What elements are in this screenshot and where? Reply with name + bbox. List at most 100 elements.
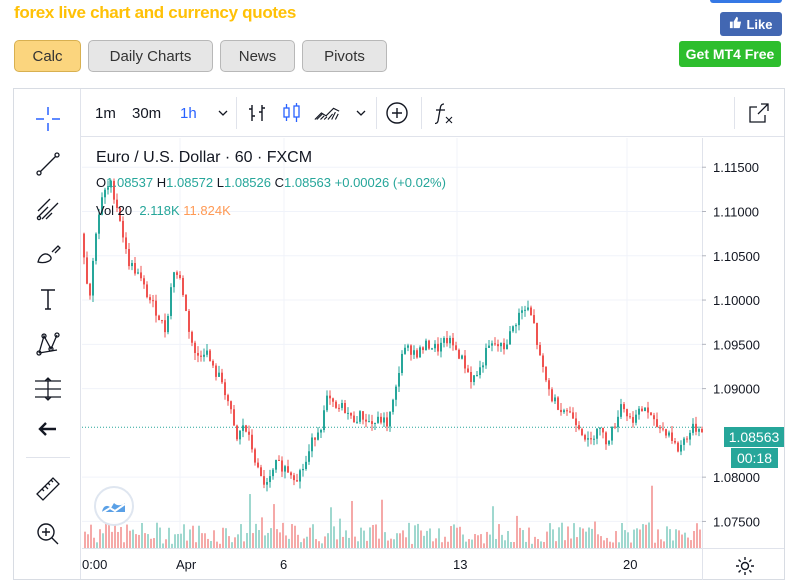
candle-body [299,470,301,482]
volume-bar [630,542,632,548]
tab-daily-charts[interactable]: Daily Charts [88,40,213,72]
volume-bar [117,531,119,548]
volume-bar [567,526,569,548]
volume-bar [573,523,575,548]
volume-bar [174,534,176,548]
volume-bar [369,527,371,548]
volume-bar [396,533,398,548]
volume-bar [486,531,488,548]
candle-body [176,272,178,275]
ruler-icon[interactable] [30,474,66,504]
volume-bar [645,524,647,548]
volume-bar [96,542,98,548]
volume-bar [180,533,182,548]
candle-body [641,408,643,412]
candle-body [695,423,697,432]
volume-bar [177,533,179,548]
volume-bar [372,524,374,548]
candle-body [677,442,679,452]
candle-body [296,480,298,482]
candle-body [650,412,652,416]
candlestick-icon[interactable] [278,99,306,127]
candle-body [593,438,595,440]
area-chart-icon[interactable] [313,99,341,127]
volume-bar [246,533,248,548]
volume-bar [639,529,641,548]
volume-bar [342,536,344,548]
candle-body [638,408,640,415]
candle-body [554,397,556,402]
get-mt4-button[interactable]: Get MT4 Free [679,41,781,67]
volume-bar [507,531,509,548]
volume-bar [417,523,419,548]
facebook-like-button[interactable]: Like [720,12,782,36]
bar-chart-icon[interactable] [243,99,271,127]
candle-body [449,337,451,344]
pattern-icon[interactable] [30,329,66,359]
volume-bar [555,541,557,548]
trend-line-icon[interactable] [30,149,66,179]
candle-body [503,342,505,350]
volume-bar [330,507,332,548]
chevron-down-icon[interactable] [347,99,375,127]
candle-body [359,411,361,422]
volume-bar [102,533,104,548]
volume-label: Vol 20 [96,203,133,218]
candle-body [257,462,259,468]
candle-body [509,331,511,345]
volume-bar [291,524,293,548]
tab-calc[interactable]: Calc [14,40,81,72]
timeframe-30m[interactable]: 30m [132,105,162,122]
add-circle-icon[interactable] [383,99,411,127]
candle-body [557,397,559,410]
volume-bar [378,538,380,548]
volume-bar [474,534,476,548]
candle-body [584,435,586,440]
candle-body [83,233,85,258]
price-tick-label: 1.11500 [713,160,759,175]
back-arrow-icon[interactable] [30,414,66,444]
facebook-share-button[interactable] [710,0,782,3]
volume-bar [414,525,416,548]
pitchfork-icon[interactable] [30,194,66,224]
volume-bar [255,523,257,548]
fullscreen-icon[interactable] [745,99,773,127]
volume-bar [444,536,446,548]
gear-icon[interactable] [734,555,756,577]
crosshair-icon[interactable] [30,104,66,134]
candle-body [200,355,202,357]
volume-bar [321,543,323,548]
brush-icon[interactable] [30,239,66,269]
candle-body [272,469,274,477]
volume-bar [468,539,470,548]
tab-pivots[interactable]: Pivots [302,40,387,72]
price-chart[interactable]: 1.11500 1.11000 1.10500 1.10000 1.09500 1.090… [82,138,784,580]
price-tick-label: 1.08000 [713,470,760,485]
tab-news[interactable]: News [220,40,295,72]
candle-body [440,342,442,352]
volume-bar [471,539,473,548]
tradingview-logo-icon[interactable] [94,486,134,526]
candle-body [434,343,436,349]
volume-bar [162,543,164,548]
candle-body [416,350,418,358]
text-icon[interactable] [30,284,66,314]
chevron-down-icon[interactable] [209,99,237,127]
candle-body [185,294,187,311]
site-title[interactable]: forex live chart and currency quotes [14,3,297,22]
time-tick-label: 13 [453,557,467,572]
volume-bar [648,522,650,548]
zoom-in-icon[interactable] [30,519,66,549]
like-label: Like [746,16,773,32]
volume-bar [543,541,545,548]
volume-bar [690,540,692,548]
candle-body [494,343,496,345]
candle-body [128,249,130,267]
timeframe-1m[interactable]: 1m [95,105,116,122]
timeframe-1h[interactable]: 1h [180,105,197,122]
price-tick-label: 1.10500 [713,249,760,264]
volume-bar [594,521,596,548]
candle-body [182,277,184,295]
function-icon[interactable] [430,99,458,127]
measure-icon[interactable] [30,374,66,404]
